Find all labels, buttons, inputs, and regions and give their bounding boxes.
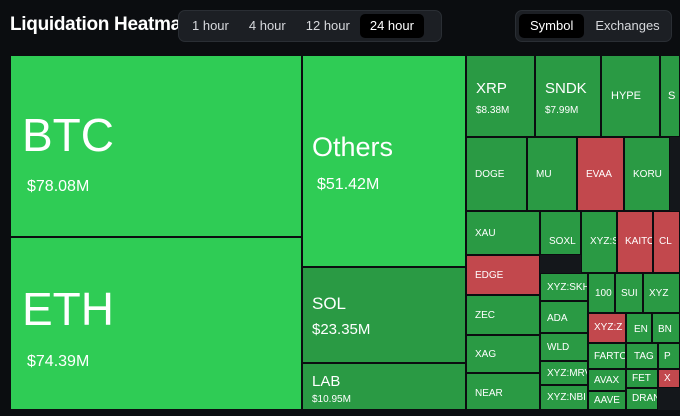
tile-symbol: XAG — [475, 349, 497, 360]
tile-symbol: S — [668, 90, 676, 102]
heatmap-tile-kaito[interactable]: KAITO — [617, 211, 653, 273]
tile-symbol: AVAX — [594, 375, 620, 386]
heatmap-tile-eth[interactable]: ETH $74.39M — [10, 237, 302, 410]
heatmap-tile-mu[interactable]: MU — [527, 137, 577, 211]
heatmap-tile-xyz-z[interactable]: XYZ:Z — [588, 313, 626, 343]
tile-symbol: X — [664, 373, 671, 384]
heatmap-tile-tag[interactable]: TAG — [626, 343, 658, 369]
heatmap-tile-ada[interactable]: ADA — [540, 301, 588, 333]
heatmap-tile-100[interactable]: 100 — [588, 273, 615, 313]
tile-symbol: ADA — [547, 313, 568, 324]
tile-symbol: XAU — [475, 228, 496, 239]
heatmap-tile-en[interactable]: EN — [626, 313, 652, 343]
grouping-mode-selector: Symbol Exchanges — [515, 10, 672, 42]
tile-symbol: DRAN — [632, 393, 658, 404]
tile-symbol: EDGE — [475, 270, 504, 281]
tile-value: $74.39M — [27, 353, 90, 370]
tile-symbol: SOL — [312, 294, 347, 313]
liquidation-heatmap: BTC $78.08M ETH $74.39M Others $51.42M SOL $23.… — [10, 55, 680, 410]
heatmap-tile-others[interactable]: Others $51.42M — [302, 55, 466, 267]
tile-value: $8.38M — [476, 105, 510, 116]
tile-symbol: SNDK — [545, 80, 587, 97]
tile-symbol: AAVE — [594, 395, 620, 406]
time-range-24-hour[interactable]: 24 hour — [359, 14, 424, 38]
tile-value: $23.35M — [312, 321, 371, 338]
time-range-selector: 1 hour 4 hour 12 hour 24 hour — [178, 10, 442, 42]
heatmap-tile-hype[interactable]: HYPE — [601, 55, 660, 137]
heatmap-tile-sol[interactable]: SOL $23.35M — [302, 267, 466, 363]
time-range-12-hour[interactable]: 12 hour — [305, 18, 350, 33]
mode-exchanges-button[interactable]: Exchanges — [595, 18, 660, 33]
tile-symbol: XYZ:SKH — [547, 282, 588, 293]
heatmap-tile-cl[interactable]: CL — [653, 211, 680, 273]
tile-symbol: WLD — [547, 342, 570, 353]
heatmap-tile-btc[interactable]: BTC $78.08M — [10, 55, 302, 237]
heatmap-tile-wld[interactable]: WLD — [540, 333, 588, 361]
tile-symbol: ETH — [22, 283, 114, 335]
tile-symbol: FARTC — [594, 351, 626, 362]
heatmap-tile-fet[interactable]: FET — [626, 369, 658, 388]
tile-symbol: XYZ:NBI — [547, 392, 586, 403]
heatmap-tile-zec[interactable]: ZEC — [466, 295, 540, 335]
heatmap-tile-lab[interactable]: LAB $10.95M — [302, 363, 466, 410]
tile-symbol: DOGE — [475, 169, 505, 180]
heatmap-tile-fartc[interactable]: FARTC — [588, 343, 626, 369]
heatmap-tile-soxl[interactable]: SOXL — [540, 211, 581, 255]
tile-value: $51.42M — [317, 176, 380, 193]
heatmap-tile-p[interactable]: P — [658, 343, 680, 369]
tile-symbol: XYZ — [649, 288, 669, 299]
heatmap-tile-xrp[interactable]: XRP $8.38M — [466, 55, 535, 137]
heatmap-tile-xyz-mrv[interactable]: XYZ:MRV — [540, 361, 588, 385]
heatmap-tile-xyz-s[interactable]: XYZ:S — [581, 211, 617, 273]
tile-symbol: XYZ:MRV — [547, 368, 588, 379]
time-range-4-hour[interactable]: 4 hour — [248, 18, 286, 33]
tile-symbol: NEAR — [475, 388, 503, 399]
tile-symbol: HYPE — [611, 90, 641, 102]
heatmap-tile-xag[interactable]: XAG — [466, 335, 540, 373]
tile-value: $78.08M — [27, 178, 90, 195]
heatmap-tile-xyz-skh[interactable]: XYZ:SKH — [540, 273, 588, 301]
heatmap-tile-edge[interactable]: EDGE — [466, 255, 540, 295]
tile-symbol: XRP — [476, 80, 507, 97]
tile-symbol: MU — [536, 169, 552, 180]
tile-value: $7.99M — [545, 105, 579, 116]
tile-symbol: KAITO — [625, 236, 653, 247]
heatmap-tile-xyz[interactable]: XYZ — [643, 273, 680, 313]
heatmap-tile-xau[interactable]: XAU — [466, 211, 540, 255]
heatmap-tile-evaa[interactable]: EVAA — [577, 137, 624, 211]
tile-symbol: BN — [658, 324, 672, 335]
tile-symbol: Others — [312, 132, 394, 162]
tile-symbol: TAG — [634, 351, 654, 362]
tile-symbol: EVAA — [586, 169, 612, 180]
mode-symbol-button[interactable]: Symbol — [519, 14, 585, 38]
tile-value: $10.95M — [312, 394, 351, 405]
tile-symbol: KORU — [633, 169, 662, 180]
heatmap-tile-sndk[interactable]: SNDK $7.99M — [535, 55, 601, 137]
tile-symbol: EN — [634, 324, 648, 335]
tile-symbol: ZEC — [475, 310, 495, 321]
tile-symbol: 100 — [595, 288, 612, 299]
heatmap-tile-dran[interactable]: DRAN — [626, 388, 658, 410]
time-range-1-hour[interactable]: 1 hour — [192, 18, 229, 33]
heatmap-tile-x[interactable]: X — [658, 369, 680, 388]
tile-symbol: P — [664, 351, 671, 362]
tile-symbol: XYZ:S — [590, 236, 617, 247]
heatmap-tile-bn[interactable]: BN — [652, 313, 680, 343]
heatmap-tile-doge[interactable]: DOGE — [466, 137, 527, 211]
tile-symbol: SOXL — [549, 236, 576, 247]
heatmap-tile-near[interactable]: NEAR — [466, 373, 540, 410]
heatmap-tile-aave[interactable]: AAVE — [588, 391, 626, 410]
tile-symbol: CL — [659, 236, 672, 247]
heatmap-tile-avax[interactable]: AVAX — [588, 369, 626, 391]
tile-symbol: XYZ:Z — [594, 322, 623, 333]
heatmap-tile-koru[interactable]: KORU — [624, 137, 670, 211]
tile-symbol: BTC — [22, 109, 114, 161]
page-title: Liquidation Heatmap — [10, 14, 193, 35]
heatmap-tile-xyz-nbi[interactable]: XYZ:NBI — [540, 385, 588, 410]
heatmap-tile-sui[interactable]: SUI — [615, 273, 643, 313]
tile-symbol: LAB — [312, 373, 341, 390]
tile-symbol: SUI — [621, 288, 638, 299]
tile-symbol: FET — [632, 373, 651, 384]
heatmap-tile-s[interactable]: S — [660, 55, 680, 137]
